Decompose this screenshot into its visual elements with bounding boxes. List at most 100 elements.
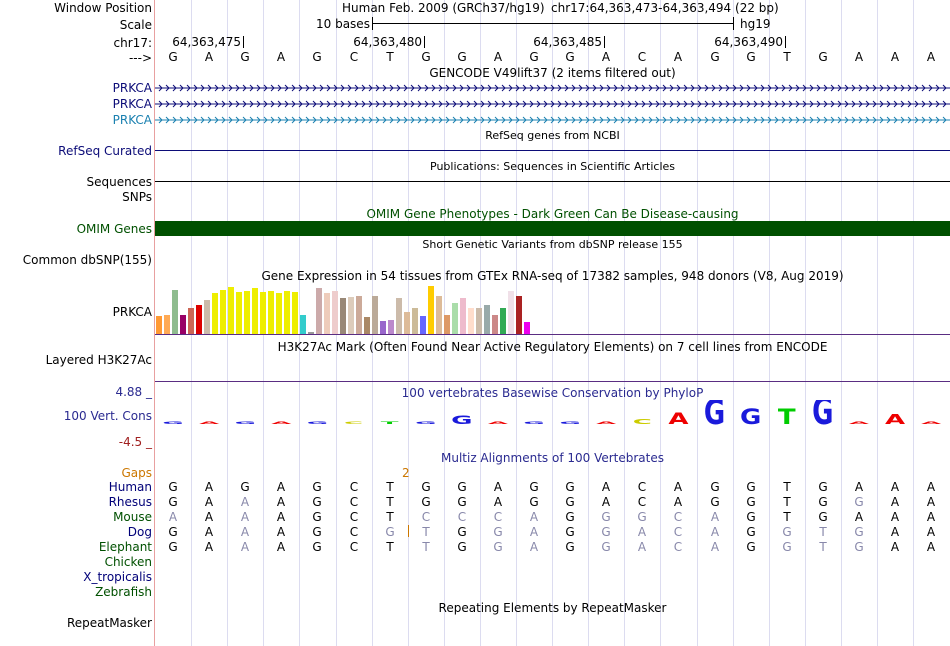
gtex-tissue-bar[interactable] <box>428 286 434 334</box>
omim-genes-label[interactable]: OMIM Genes <box>76 222 152 236</box>
sequences-label[interactable]: Sequences <box>86 175 152 189</box>
species-label[interactable]: Elephant <box>98 540 152 554</box>
gtex-tissue-bar[interactable] <box>372 296 378 334</box>
species-label[interactable]: Dog <box>127 525 152 539</box>
gtex-tissue-bar[interactable] <box>196 305 202 334</box>
h3k27ac-label[interactable]: Layered H3K27Ac <box>45 353 152 367</box>
dbsnp-track-title: Short Genetic Variants from dbSNP releas… <box>422 238 683 251</box>
gtex-tissue-bar[interactable] <box>220 290 226 334</box>
gtex-gene-label[interactable]: PRKCA <box>112 305 152 319</box>
gtex-tissue-bar[interactable] <box>460 298 466 334</box>
gtex-tissue-bar[interactable] <box>436 296 442 334</box>
insertion-marker <box>408 525 409 537</box>
gtex-tissue-bar[interactable] <box>268 291 274 334</box>
gtex-tissue-bar[interactable] <box>316 288 322 334</box>
species-label[interactable]: Chicken <box>104 555 152 569</box>
base-cell: C <box>673 525 683 539</box>
gtex-tissue-bar[interactable] <box>348 297 354 334</box>
base-cell: T <box>422 525 430 539</box>
gtex-tissue-bar[interactable] <box>444 315 450 334</box>
gtex-tissue-bar[interactable] <box>236 292 242 334</box>
omim-bar[interactable] <box>155 221 950 236</box>
gencode-transcript-label[interactable]: PRKCA <box>112 97 152 111</box>
species-label[interactable]: X_tropicalis <box>83 570 152 584</box>
gtex-tissue-bar[interactable] <box>172 290 178 334</box>
base-cell: A <box>204 525 214 539</box>
base-cell: C <box>457 510 467 524</box>
species-label[interactable]: Human <box>108 480 152 494</box>
grid-line <box>588 0 589 646</box>
gtex-tissue-bar[interactable] <box>364 317 370 334</box>
gtex-tissue-bar[interactable] <box>404 312 410 334</box>
gtex-tissue-bar[interactable] <box>324 293 330 334</box>
gtex-tissue-bar[interactable] <box>284 291 290 334</box>
gtex-tissue-bar[interactable] <box>260 292 266 334</box>
base-cell: G <box>168 495 178 509</box>
gtex-bar-chart[interactable] <box>155 284 555 334</box>
ruler-tick <box>424 36 425 48</box>
base-cell: G <box>746 525 756 539</box>
gtex-tissue-bar[interactable] <box>276 293 282 334</box>
base-cell: A <box>529 540 539 554</box>
phylop-letter: G <box>740 404 761 429</box>
gtex-tissue-bar[interactable] <box>500 308 506 334</box>
base-cell: G <box>312 525 322 539</box>
gencode-transcript-label[interactable]: PRKCA <box>112 113 152 127</box>
gtex-tissue-bar[interactable] <box>380 321 386 334</box>
gtex-tissue-bar[interactable] <box>412 308 418 334</box>
gtex-tissue-bar[interactable] <box>476 308 482 334</box>
scale-label: Scale <box>119 18 152 32</box>
repeatmasker-label[interactable]: RepeatMasker <box>66 616 152 630</box>
base-cell: A <box>637 540 647 554</box>
phylop-track-label[interactable]: 100 Vert. Cons <box>63 409 152 423</box>
gtex-tissue-bar[interactable] <box>292 292 298 334</box>
gtex-tissue-bar[interactable] <box>388 320 394 334</box>
refseq-line[interactable] <box>155 150 950 151</box>
gtex-tissue-bar[interactable] <box>508 291 514 334</box>
gtex-tissue-bar[interactable] <box>164 315 170 334</box>
gtex-tissue-bar[interactable] <box>516 296 522 334</box>
gtex-tissue-bar[interactable] <box>188 308 194 334</box>
gtex-tissue-bar[interactable] <box>524 322 530 334</box>
base-cell: G <box>168 480 178 494</box>
gtex-tissue-bar[interactable] <box>396 298 402 334</box>
gtex-tissue-bar[interactable] <box>300 315 306 334</box>
gencode-transcript-label[interactable]: PRKCA <box>112 81 152 95</box>
gtex-tissue-bar[interactable] <box>252 288 258 334</box>
refseq-curated-label[interactable]: RefSeq Curated <box>58 144 152 158</box>
ruler-tick-label: 64,363,485 <box>533 35 602 49</box>
gtex-tissue-bar[interactable] <box>452 303 458 334</box>
gtex-tissue-bar[interactable] <box>484 305 490 334</box>
gtex-tissue-bar[interactable] <box>244 291 250 334</box>
gtex-tissue-bar[interactable] <box>420 316 426 334</box>
base-cell: C <box>637 50 647 64</box>
base-cell: G <box>854 525 864 539</box>
gtex-tissue-bar[interactable] <box>204 300 210 334</box>
gencode-transcript-line[interactable] <box>155 99 950 109</box>
base-cell: G <box>782 540 792 554</box>
gtex-tissue-bar[interactable] <box>156 316 162 334</box>
gtex-tissue-bar[interactable] <box>492 315 498 334</box>
base-cell: T <box>783 50 791 64</box>
gtex-tissue-bar[interactable] <box>340 298 346 334</box>
gtex-tissue-bar[interactable] <box>180 315 186 334</box>
base-cell: T <box>386 495 394 509</box>
base-cell: A <box>240 495 250 509</box>
gtex-tissue-bar[interactable] <box>332 291 338 334</box>
gtex-tissue-bar[interactable] <box>356 296 362 334</box>
gtex-tissue-bar[interactable] <box>212 293 218 334</box>
species-label[interactable]: Mouse <box>113 510 152 524</box>
species-label[interactable]: Zebrafish <box>95 585 152 599</box>
species-label[interactable]: Rhesus <box>108 495 152 509</box>
gencode-transcript-line[interactable] <box>155 83 950 93</box>
gencode-transcript-line[interactable] <box>155 115 950 125</box>
snps-label[interactable]: SNPs <box>122 190 152 204</box>
gtex-tissue-bar[interactable] <box>468 308 474 334</box>
gtex-tissue-bar[interactable] <box>308 332 314 334</box>
sequences-line[interactable] <box>155 181 950 182</box>
base-cell: A <box>204 495 214 509</box>
dbsnp-label[interactable]: Common dbSNP(155) <box>22 253 152 267</box>
gtex-tissue-bar[interactable] <box>228 287 234 334</box>
